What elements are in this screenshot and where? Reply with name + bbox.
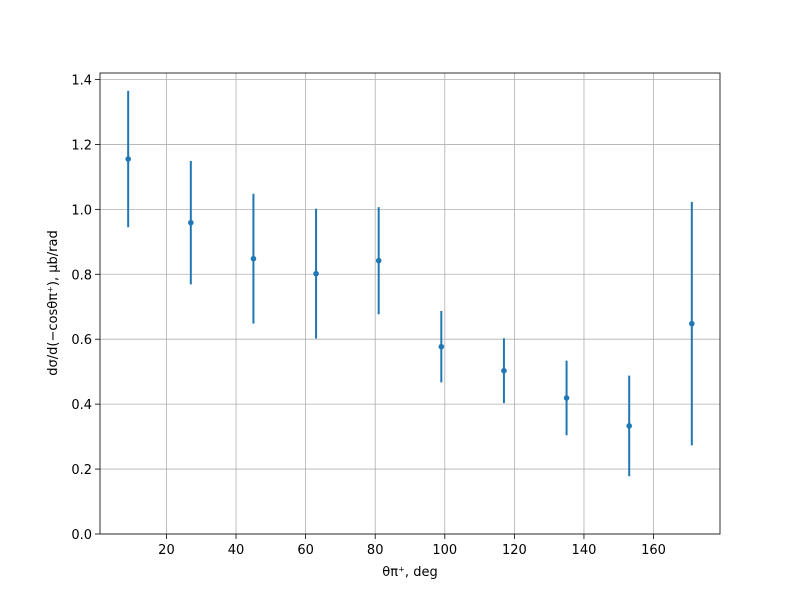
y-tick-label: 0.8 xyxy=(71,268,92,283)
data-point xyxy=(563,395,570,401)
y-tick-label: 1.4 xyxy=(71,73,92,88)
data-point xyxy=(689,320,695,327)
y-tick-label: 0.2 xyxy=(71,463,92,478)
y-axis-label: dσ/d(−cosθπ⁺), μb/rad xyxy=(46,230,61,375)
x-tick-label: 80 xyxy=(367,543,384,558)
data-point xyxy=(438,343,445,350)
x-tick-label: 20 xyxy=(158,543,175,558)
plot-area: 20 40 60 80 100 120 140 160 0.0 0.2 0.4 0.6 0.8 1.0 1.… xyxy=(71,73,720,558)
x-tick-label: 40 xyxy=(228,543,245,558)
x-tick-label: 120 xyxy=(502,543,527,558)
y-tick-label: 0.0 xyxy=(71,528,92,543)
x-tick-label: 140 xyxy=(572,543,597,558)
axes-frame xyxy=(99,72,721,535)
y-tick-label: 1.2 xyxy=(71,138,92,153)
data-point xyxy=(188,219,194,226)
x-tick-label: 160 xyxy=(641,543,666,558)
data-point xyxy=(501,367,507,374)
data-point xyxy=(250,255,257,262)
y-tick-label: 0.4 xyxy=(71,398,92,413)
y-tick-label: 1.0 xyxy=(71,203,92,218)
data-point xyxy=(375,257,382,264)
data-point xyxy=(626,423,632,429)
data-point xyxy=(125,156,131,162)
y-tick-label: 0.6 xyxy=(71,333,92,348)
x-tick-label: 100 xyxy=(432,543,457,558)
x-tick-label: 60 xyxy=(297,543,314,558)
x-axis-label: θπ⁺, deg xyxy=(382,565,437,580)
data-point xyxy=(313,270,319,277)
